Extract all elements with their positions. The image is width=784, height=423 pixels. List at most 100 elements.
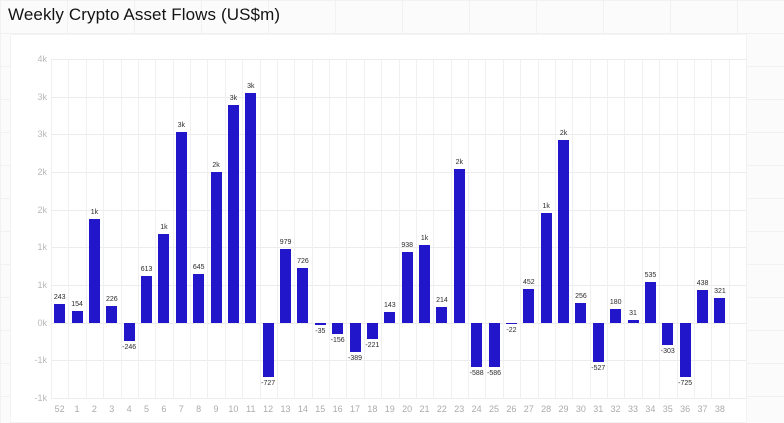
gridline-v bbox=[312, 59, 313, 398]
bar-week-12[interactable] bbox=[262, 322, 274, 378]
x-axis-label: 31 bbox=[593, 404, 604, 414]
x-axis-label: 11 bbox=[246, 404, 256, 414]
bar-value-label: 535 bbox=[644, 272, 657, 280]
bar-value-label: -156 bbox=[330, 337, 345, 345]
bar-value-label: 143 bbox=[383, 301, 396, 309]
bar-week-28[interactable] bbox=[540, 213, 552, 323]
gridline-v bbox=[659, 59, 660, 398]
gridline-h bbox=[51, 172, 746, 173]
x-axis-label: 15 bbox=[315, 404, 326, 414]
bar-week-7[interactable] bbox=[175, 132, 187, 323]
bar-value-label: 2k bbox=[212, 162, 220, 169]
gridline-v bbox=[607, 59, 608, 398]
bar-week-14[interactable] bbox=[297, 267, 309, 323]
bar-week-10[interactable] bbox=[227, 104, 239, 323]
gridline-v bbox=[329, 59, 330, 398]
bar-week-35[interactable] bbox=[662, 322, 674, 346]
bar-week-26[interactable] bbox=[505, 322, 517, 325]
x-axis-label: 17 bbox=[350, 404, 361, 414]
x-axis-label: 14 bbox=[297, 404, 308, 414]
gridline-v bbox=[624, 59, 625, 398]
bar-week-32[interactable] bbox=[610, 309, 622, 323]
bar-week-6[interactable] bbox=[158, 233, 170, 323]
gridline-v bbox=[590, 59, 591, 398]
x-axis-label: 33 bbox=[628, 404, 639, 414]
gridline-v bbox=[260, 59, 261, 398]
bar-week-38[interactable] bbox=[714, 298, 726, 323]
bar-week-17[interactable] bbox=[349, 322, 361, 352]
bar-week-2[interactable] bbox=[88, 219, 100, 323]
bar-week-52[interactable] bbox=[54, 304, 66, 323]
bar-week-37[interactable] bbox=[697, 289, 709, 323]
bar-value-label: 3k bbox=[177, 122, 186, 130]
bar-week-18[interactable] bbox=[366, 322, 378, 340]
bar-week-24[interactable] bbox=[471, 322, 483, 367]
bar-week-33[interactable] bbox=[627, 320, 639, 323]
bar-value-label: -22 bbox=[506, 327, 517, 335]
bar-week-11[interactable] bbox=[245, 92, 257, 323]
gridline-v bbox=[433, 59, 434, 398]
bar-value-label: -588 bbox=[469, 369, 484, 377]
bar-value-label: 214 bbox=[436, 296, 448, 304]
bar-week-3[interactable] bbox=[106, 305, 118, 323]
bar-week-34[interactable] bbox=[644, 282, 656, 323]
x-axis-label: 29 bbox=[558, 404, 569, 414]
bar-value-label: -303 bbox=[660, 348, 675, 356]
bar-value-label: -246 bbox=[122, 344, 137, 352]
bar-week-36[interactable] bbox=[679, 322, 691, 378]
bar-week-5[interactable] bbox=[141, 276, 153, 323]
bar-value-label: 726 bbox=[297, 257, 309, 265]
x-axis-label: 21 bbox=[419, 404, 430, 414]
x-axis-label: 32 bbox=[610, 404, 621, 414]
x-axis-label: 3 bbox=[109, 404, 115, 414]
bar-week-1[interactable] bbox=[71, 311, 83, 323]
bar-value-label: -586 bbox=[487, 369, 502, 377]
bar-week-19[interactable] bbox=[384, 311, 396, 323]
x-axis-label: 13 bbox=[280, 404, 291, 414]
bar-value-label: 1k bbox=[542, 203, 550, 211]
y-axis-label: 0k bbox=[37, 317, 47, 328]
bar-week-29[interactable] bbox=[558, 139, 570, 323]
y-axis-label: 3k bbox=[37, 129, 47, 140]
gridline-v bbox=[190, 59, 191, 398]
gridline-v bbox=[746, 59, 747, 398]
bar-week-16[interactable] bbox=[332, 322, 344, 335]
bar-week-20[interactable] bbox=[401, 252, 413, 323]
bar-week-13[interactable] bbox=[280, 248, 292, 323]
bar-week-4[interactable] bbox=[123, 322, 135, 342]
gridline-v bbox=[138, 59, 139, 398]
x-axis-label: 5 bbox=[144, 404, 150, 414]
bar-week-21[interactable] bbox=[419, 245, 431, 323]
bar-week-15[interactable] bbox=[314, 322, 326, 326]
x-axis-label: 12 bbox=[263, 404, 274, 414]
bar-week-8[interactable] bbox=[193, 274, 205, 323]
gridline-v bbox=[468, 59, 469, 398]
bar-week-22[interactable] bbox=[436, 306, 448, 323]
x-axis-label: 18 bbox=[367, 404, 378, 414]
bar-week-25[interactable] bbox=[488, 322, 500, 367]
x-axis-label: 10 bbox=[228, 404, 239, 414]
bar-value-label: 226 bbox=[105, 295, 118, 303]
gridline-v bbox=[121, 59, 122, 398]
bar-value-label: 938 bbox=[401, 242, 414, 249]
bar-value-label: 979 bbox=[279, 238, 292, 246]
gridline-h bbox=[51, 134, 746, 135]
bar-week-9[interactable] bbox=[210, 172, 222, 323]
bar-week-27[interactable] bbox=[523, 288, 535, 323]
gridline-v bbox=[207, 59, 208, 398]
bar-week-31[interactable] bbox=[592, 322, 604, 363]
bar-value-label: 180 bbox=[609, 299, 622, 307]
y-axis-label: 4k bbox=[37, 54, 47, 64]
x-axis-label: 16 bbox=[332, 404, 343, 414]
gridline-v bbox=[555, 59, 556, 398]
x-axis-label: 30 bbox=[575, 404, 586, 414]
x-axis-label: 6 bbox=[161, 404, 167, 414]
gridline-h bbox=[51, 97, 746, 98]
gridline-v bbox=[68, 59, 69, 398]
x-axis-label: 7 bbox=[178, 404, 184, 414]
bar-week-23[interactable] bbox=[453, 168, 465, 323]
x-axis-label: 38 bbox=[714, 404, 725, 414]
bar-week-30[interactable] bbox=[575, 303, 587, 323]
gridline-v bbox=[346, 59, 347, 398]
bar-value-label: 613 bbox=[140, 266, 153, 274]
